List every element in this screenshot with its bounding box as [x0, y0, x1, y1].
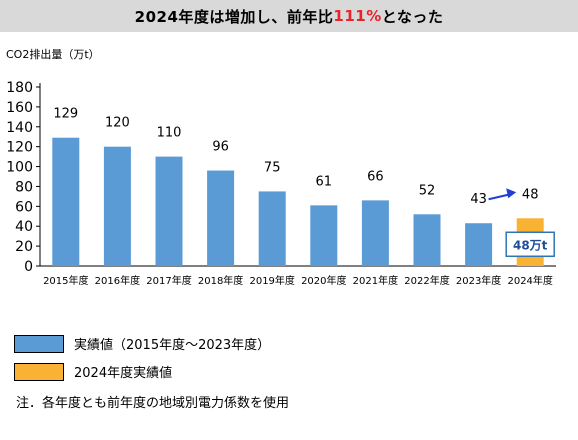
data-label-bg — [49, 104, 82, 122]
data-label-bg — [359, 167, 392, 185]
callout-text: 48万t — [513, 238, 548, 252]
bar — [52, 137, 80, 266]
legend-swatch-current — [14, 362, 64, 381]
arrow-shaft — [488, 193, 511, 201]
x-tick-label: 2024年度 — [507, 274, 552, 287]
data-label: 61 — [316, 174, 333, 189]
x-tick-label: 2017年度 — [146, 274, 191, 287]
y-tick-label: 160 — [6, 100, 33, 116]
chart-title: 2024年度は増加し、前年比 111% となった — [0, 0, 578, 32]
title-suffix: となった — [381, 7, 444, 26]
y-tick-label: 0 — [24, 259, 33, 275]
data-label: 43 — [470, 192, 487, 207]
footnote: 注．各年度とも前年度の地域別電力係数を使用 — [16, 396, 290, 411]
data-label: 120 — [105, 116, 130, 131]
x-tick-label: 2021年度 — [353, 274, 398, 287]
x-tick-label: 2023年度 — [456, 274, 501, 287]
data-label-bg — [256, 158, 289, 176]
y-axis-label: CO2排出量（万t） — [6, 47, 100, 61]
x-tick-label: 2016年度 — [95, 274, 140, 287]
data-label: 96 — [212, 140, 229, 155]
y-tick-label: 40 — [15, 219, 33, 235]
data-label-bg — [153, 123, 185, 141]
legend-item-current: 2024年度実績値 — [14, 362, 172, 381]
y-tick-label: 80 — [15, 179, 33, 195]
x-tick-label: 2019年度 — [249, 274, 294, 287]
data-label-bg — [307, 172, 340, 190]
data-label-bg — [411, 181, 443, 199]
bar — [207, 170, 235, 266]
legend-label-actual: 実績値（2015年度～2023年度） — [74, 338, 271, 353]
bar — [361, 200, 389, 266]
y-tick-label: 100 — [6, 160, 33, 176]
y-tick-label: 180 — [6, 80, 33, 96]
bar-chart: CO2排出量（万t） 0 20 40 60 80 100 120 140 160 180 2015年度… — [6, 47, 556, 287]
bar — [310, 205, 338, 266]
data-label: 129 — [53, 107, 78, 122]
x-tick-label: 2015年度 — [43, 274, 88, 287]
title-prefix: 2024年度は増加し、前年比 — [134, 7, 334, 26]
y-tick-label: 140 — [6, 120, 33, 136]
data-label: 110 — [157, 126, 182, 141]
x-tick-label: 2020年度 — [301, 274, 346, 287]
data-label-bg — [101, 113, 134, 131]
title-highlight: 111% — [333, 7, 382, 25]
data-label: 75 — [264, 160, 281, 175]
callout-box — [505, 231, 555, 258]
legend-label-current: 2024年度実績値 — [74, 366, 173, 381]
data-label-bg — [462, 190, 495, 208]
y-tick-label: 60 — [15, 199, 33, 215]
legend-swatch-actual — [14, 334, 64, 353]
y-tick-label: 120 — [6, 140, 33, 156]
bar — [465, 223, 493, 266]
y-tick-label: 20 — [15, 239, 33, 255]
data-label-bg — [514, 185, 547, 203]
x-tick-label: 2022年度 — [404, 274, 449, 287]
data-label: 48 — [522, 187, 539, 202]
arrow-head — [506, 188, 517, 199]
x-tick-label: 2018年度 — [198, 274, 243, 287]
bar — [413, 214, 441, 266]
bar — [103, 146, 131, 266]
data-label-bg — [204, 137, 237, 155]
data-label: 52 — [419, 183, 436, 198]
legend-item-actual: 実績値（2015年度～2023年度） — [14, 334, 270, 353]
bar — [258, 191, 286, 266]
data-label: 66 — [367, 169, 384, 184]
bar — [155, 156, 183, 266]
